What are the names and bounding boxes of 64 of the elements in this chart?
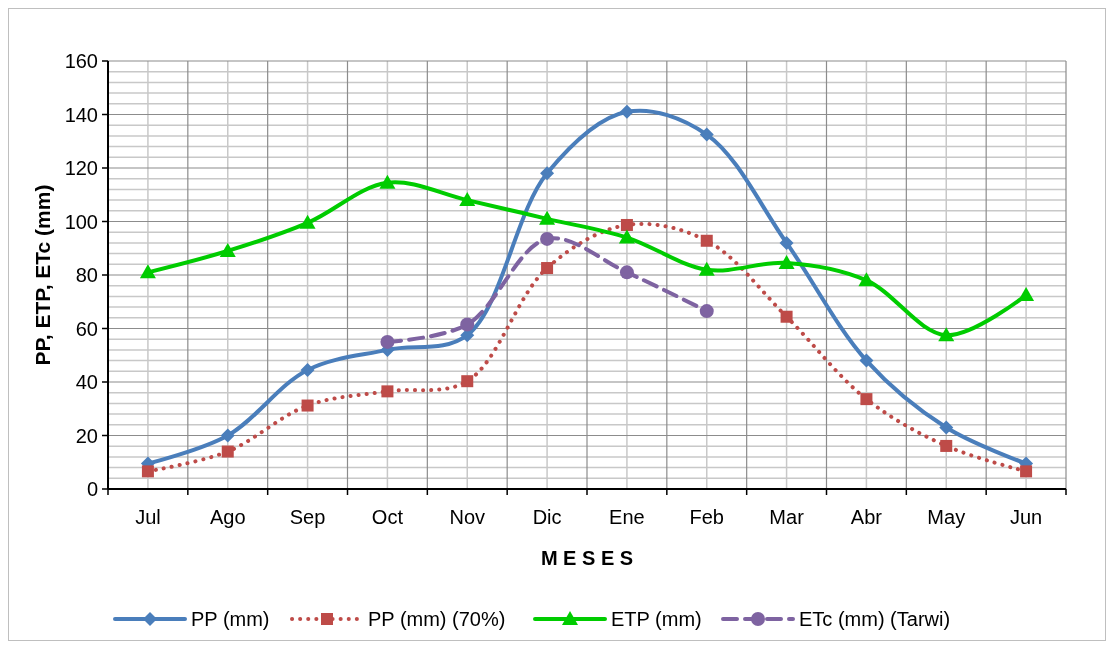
point [698,261,715,276]
y-tick-label: 20 [75,424,98,447]
x-tick-label: May [927,506,966,528]
point [858,272,875,287]
point [778,254,795,269]
point [939,420,954,435]
y-tick-label: 120 [64,157,98,179]
legend-label: ETc (mm) (Tarwi) [799,608,951,630]
point [1018,287,1035,302]
x-tick-label: Jul [135,506,161,528]
point [699,127,714,142]
x-axis-title: M E S E S [540,547,634,569]
point [459,192,476,207]
x-tick-label: Sep [289,506,326,528]
point [619,265,634,280]
legend-label: PP (mm) [191,608,270,630]
point [221,445,234,458]
x-tick-label: Feb [689,506,724,528]
y-tick-label: 100 [64,210,98,233]
x-tick-label: Ene [609,506,645,528]
x-tick-label: Nov [449,506,486,528]
y-tick-label: 160 [64,50,98,72]
legend-label: PP (mm) (70%) [368,608,506,630]
y-tick-label: 0 [86,478,98,500]
point [699,304,714,319]
point [940,439,953,452]
point [380,334,395,349]
point [539,210,556,225]
point [219,242,236,257]
point [780,310,793,323]
point [619,104,634,119]
point [541,262,554,275]
y-tick-label: 140 [64,103,98,126]
point [1020,465,1033,478]
legend-label: ETP (mm) [611,608,702,630]
point [139,264,156,279]
point [300,362,315,377]
y-tick-label: 40 [75,371,98,393]
x-tick-label: Oct [371,506,404,528]
point [220,428,235,443]
x-tick-label: Jun [1009,506,1043,528]
point [301,399,314,412]
x-tick-label: Mar [769,506,805,528]
point [141,465,154,478]
x-tick-label: Ago [209,506,246,528]
point [779,235,794,250]
point [620,218,633,231]
y-axis-title: PP, ETP, ETc (mm) [31,184,54,366]
y-tick-label: 80 [75,264,98,286]
point [859,353,874,368]
x-tick-label: Dic [532,506,562,528]
point [700,234,713,247]
point [540,166,555,181]
y-tick-label: 60 [75,317,98,340]
point [938,327,955,342]
point [299,214,316,229]
x-tick-label: Abr [850,506,883,528]
point [618,229,635,244]
point [540,231,555,246]
point [860,393,873,406]
point [381,385,394,398]
point [460,317,475,332]
point [461,375,474,388]
point [379,174,396,189]
